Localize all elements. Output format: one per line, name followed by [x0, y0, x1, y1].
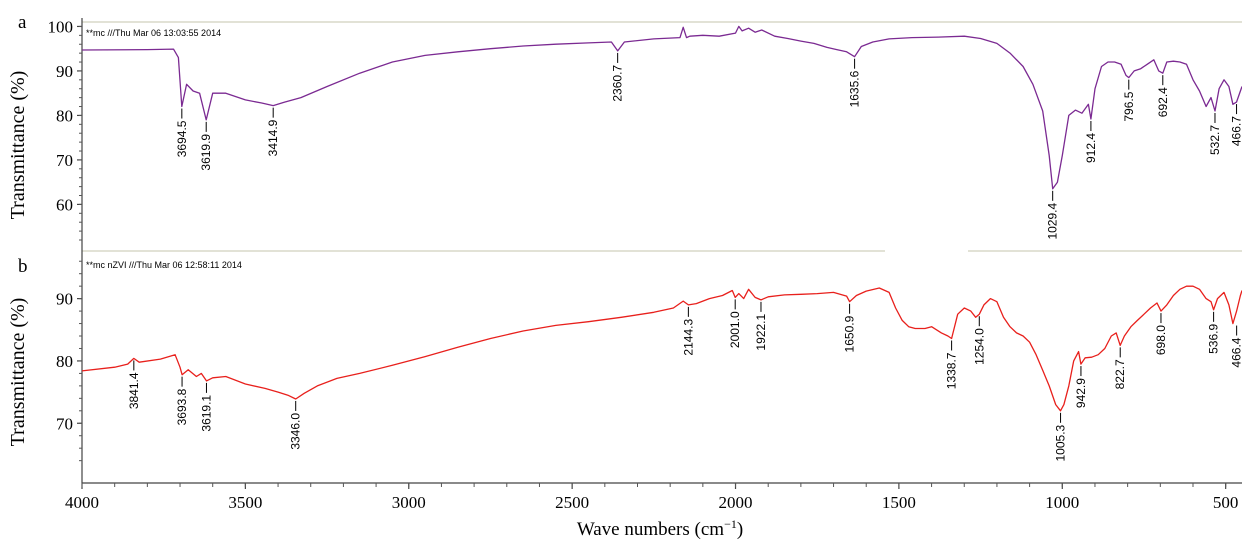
x-tick-label: 1000	[1045, 493, 1079, 512]
panel-a-ytick-label: 70	[56, 151, 73, 170]
panel-a-peak-label: 3694.5	[175, 120, 189, 157]
panel-b-peak-label: 466.4	[1230, 337, 1242, 367]
panel-b-peak-label: 1650.9	[843, 315, 857, 352]
panel-b-peak-label: 942.9	[1074, 378, 1088, 408]
panel-b-peak-label: 3841.4	[127, 372, 141, 409]
x-tick-label: 500	[1213, 493, 1239, 512]
x-tick-label: 2000	[719, 493, 753, 512]
panel-a-peak-label: 466.7	[1230, 116, 1242, 146]
chart-marks-group: 100 90 80 70 60 3694.5 3619.9 3414.9 2360.7 1635.…	[48, 17, 1242, 512]
panel-b-spectrum-line	[81, 285, 1242, 412]
panel-b-peak-label: 3346.0	[289, 413, 303, 450]
panel-a-peak-label: 1635.6	[848, 70, 862, 107]
panel-b-ytick-label: 80	[56, 352, 73, 371]
panel-b-letter: b	[18, 256, 28, 277]
x-tick-label: 3500	[228, 493, 262, 512]
panel-b-peak-label: 536.9	[1207, 324, 1221, 354]
panel-a-peak-label: 532.7	[1208, 125, 1222, 155]
panel-a-ytick-label: 60	[56, 195, 73, 214]
x-tick-label: 3000	[392, 493, 426, 512]
panel-b-peak-label: 2001.0	[728, 311, 742, 348]
panel-b-peak-label: 1005.3	[1054, 424, 1068, 461]
panel-b-peak-label: 1338.7	[945, 352, 959, 389]
x-axis-label-end: )	[737, 519, 743, 540]
x-axis-label-base: Wave numbers (cm	[577, 519, 724, 540]
panel-b-peak-label: 3619.1	[199, 395, 213, 432]
panel-b-y-axis-label: Transmittance (%)	[7, 298, 29, 447]
x-tick-label: 1500	[882, 493, 916, 512]
panel-a-y-axis-label: Transmittance (%)	[7, 71, 29, 220]
panel-b-header-note: **mc nZVI ///Thu Mar 06 12:58:11 2014	[86, 260, 242, 270]
panel-a-header-note: **mc ///Thu Mar 06 13:03:55 2014	[86, 28, 221, 38]
x-axis-label-sup: −1	[724, 517, 737, 531]
panel-b-ytick-label: 70	[56, 414, 73, 433]
panel-b-peak-label: 2144.3	[681, 319, 695, 356]
panel-a-ytick-label: 90	[56, 62, 73, 81]
panel-b-peak-label: 1922.1	[754, 314, 768, 351]
panel-b-ytick-label: 90	[56, 290, 73, 309]
panel-a-peak-label: 1029.4	[1046, 203, 1060, 240]
panel-a-ytick-label: 100	[48, 17, 74, 36]
panel-a-peak-label: 3619.9	[199, 134, 213, 171]
panel-a-ytick-label: 80	[56, 106, 73, 125]
x-tick-label: 4000	[65, 493, 99, 512]
panel-a-spectrum-line	[81, 25, 1242, 190]
panel-b-peak-label: 698.0	[1154, 325, 1168, 355]
x-tick-label: 2500	[555, 493, 589, 512]
panel-a-peak-label: 2360.7	[611, 65, 625, 102]
panel-b-peak-label: 822.7	[1113, 359, 1127, 389]
panel-a-peak-label: 796.5	[1122, 91, 1136, 121]
panel-a-peak-label: 912.4	[1084, 133, 1098, 163]
panel-a-peak-label: 692.4	[1156, 87, 1170, 117]
panel-b-peak-label: 1254.0	[972, 328, 986, 365]
x-axis-label: Wave numbers (cm−1)	[577, 517, 743, 540]
panel-a-peak-label: 3414.9	[266, 119, 280, 156]
panel-b-peak-label: 3693.8	[175, 388, 189, 425]
panel-a-letter: a	[18, 12, 27, 33]
